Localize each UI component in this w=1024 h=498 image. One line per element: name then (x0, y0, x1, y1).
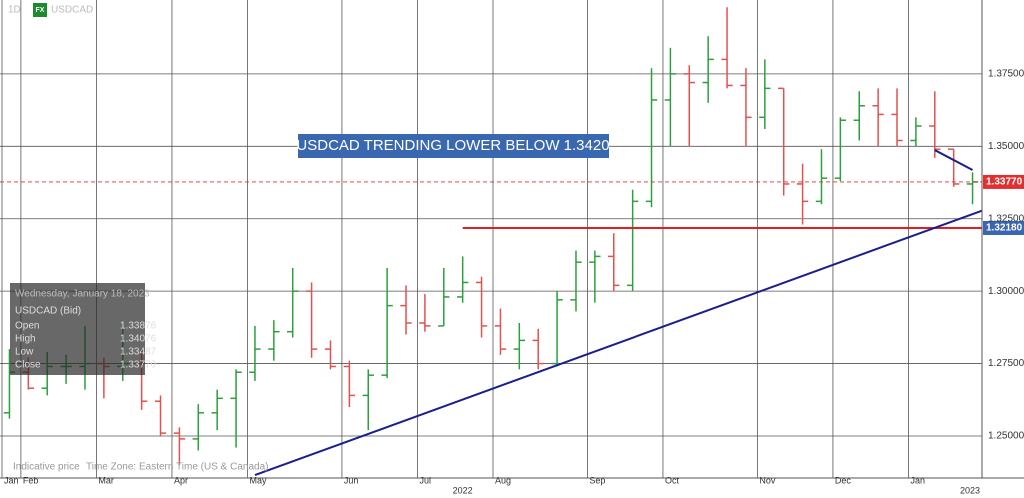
annotation-box (298, 134, 609, 158)
tooltip: Wednesday, January 18, 2023 USDCAD (Bid)… (10, 283, 157, 375)
y-tick-label: 1.32500 (988, 213, 1024, 224)
x-tick-label: Apr (174, 475, 188, 485)
annotation: USDCAD TRENDING LOWER BELOW 1.3420 (296, 137, 609, 154)
price-label-box (983, 220, 1024, 235)
x-tick-label: Sep (589, 475, 605, 485)
tooltip-box (10, 283, 145, 375)
tooltip-value: 1.33876 (120, 321, 157, 332)
tooltip-value: 1.33770 (120, 360, 157, 371)
x-tick-label: Oct (665, 475, 680, 485)
x-tick-label: Jul (419, 475, 431, 485)
x-tick-label: Nov (759, 475, 776, 485)
y-tick-label: 1.35000 (988, 141, 1024, 152)
footer: Time Zone: Eastern Time (US & Canada) (86, 462, 268, 473)
trendline (934, 149, 974, 171)
symbol: USDCAD (51, 5, 93, 16)
interval: 1D (8, 5, 21, 16)
tooltip-value: 1.34076 (120, 334, 157, 345)
badge: FX (36, 7, 45, 14)
tooltip-label: Open (15, 321, 39, 332)
trendline (254, 209, 983, 477)
x-tick-label: Dec (835, 475, 852, 485)
x-tick-label: Jun (344, 475, 359, 485)
price-label: 1.32180 (986, 223, 1023, 234)
price-label-box (983, 174, 1024, 189)
y-tick-label: 1.37500 (988, 69, 1024, 80)
overlays: 1.33770 1.32180 (0, 149, 1024, 477)
footer: Indicative price (13, 462, 80, 473)
year-label: 2022 (453, 485, 473, 495)
x-tick-label: Feb (23, 475, 39, 485)
tooltip-label: Low (15, 347, 34, 358)
tooltip-value: 1.33487 (120, 347, 157, 358)
x-tick-label: Jan (4, 475, 19, 485)
x-tick-label: Jan (910, 475, 925, 485)
tooltip-label: High (15, 334, 36, 345)
y-tick-label: 1.27500 (988, 358, 1024, 369)
badge-box (33, 3, 47, 17)
x-tick-label: May (250, 475, 268, 485)
year-label: 2023 (960, 485, 980, 495)
tooltip-label: Close (15, 360, 41, 371)
tooltip-title: USDCAD (Bid) (15, 306, 81, 317)
price-label: 1.33770 (986, 177, 1023, 188)
tooltip-date: Wednesday, January 18, 2023 (15, 289, 150, 300)
x-tick-label: Mar (98, 475, 114, 485)
y-tick-label: 1.30000 (988, 286, 1024, 297)
tooltip-rows: Open 1.33876 High 1.34076 Low 1.33487 Close 1.3… (15, 321, 157, 371)
x-tick-label: Aug (495, 475, 511, 485)
y-tick-label: 1.25000 (988, 431, 1024, 442)
